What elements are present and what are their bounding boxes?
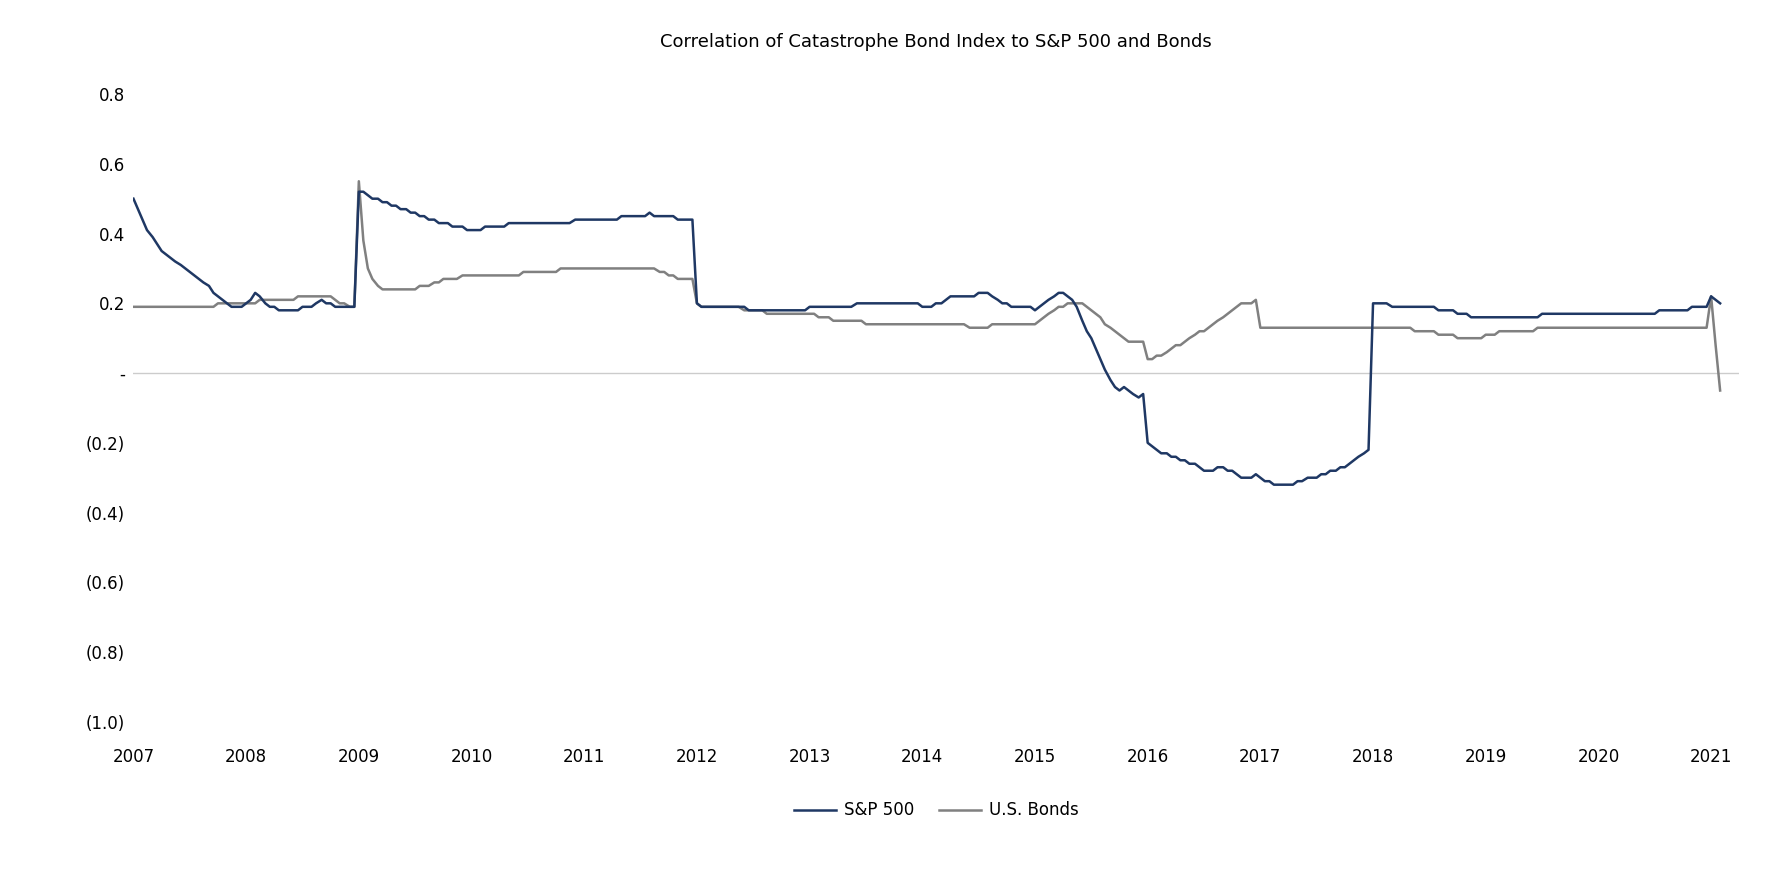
S&P 500 xyxy=(122,193,144,204)
S&P 500 xyxy=(349,186,370,197)
U.S. Bonds xyxy=(1710,385,1731,396)
U.S. Bonds xyxy=(470,270,491,281)
S&P 500 xyxy=(1263,479,1285,490)
U.S. Bonds xyxy=(1212,312,1233,323)
U.S. Bonds xyxy=(1334,323,1356,333)
S&P 500 xyxy=(432,218,454,229)
S&P 500 xyxy=(1710,298,1731,308)
S&P 500 xyxy=(207,291,229,301)
S&P 500 xyxy=(1212,462,1233,472)
U.S. Bonds xyxy=(122,301,144,312)
Title: Correlation of Catastrophe Bond Index to S&P 500 and Bonds: Correlation of Catastrophe Bond Index to… xyxy=(661,33,1212,51)
Line: U.S. Bonds: U.S. Bonds xyxy=(133,182,1721,391)
U.S. Bonds xyxy=(207,298,229,308)
U.S. Bonds xyxy=(432,274,454,284)
Line: S&P 500: S&P 500 xyxy=(133,191,1721,485)
U.S. Bonds xyxy=(349,176,370,187)
S&P 500 xyxy=(1338,458,1359,469)
U.S. Bonds xyxy=(1667,323,1689,333)
S&P 500 xyxy=(470,225,491,236)
S&P 500 xyxy=(1673,305,1694,315)
Legend: S&P 500, U.S. Bonds: S&P 500, U.S. Bonds xyxy=(787,795,1086,826)
